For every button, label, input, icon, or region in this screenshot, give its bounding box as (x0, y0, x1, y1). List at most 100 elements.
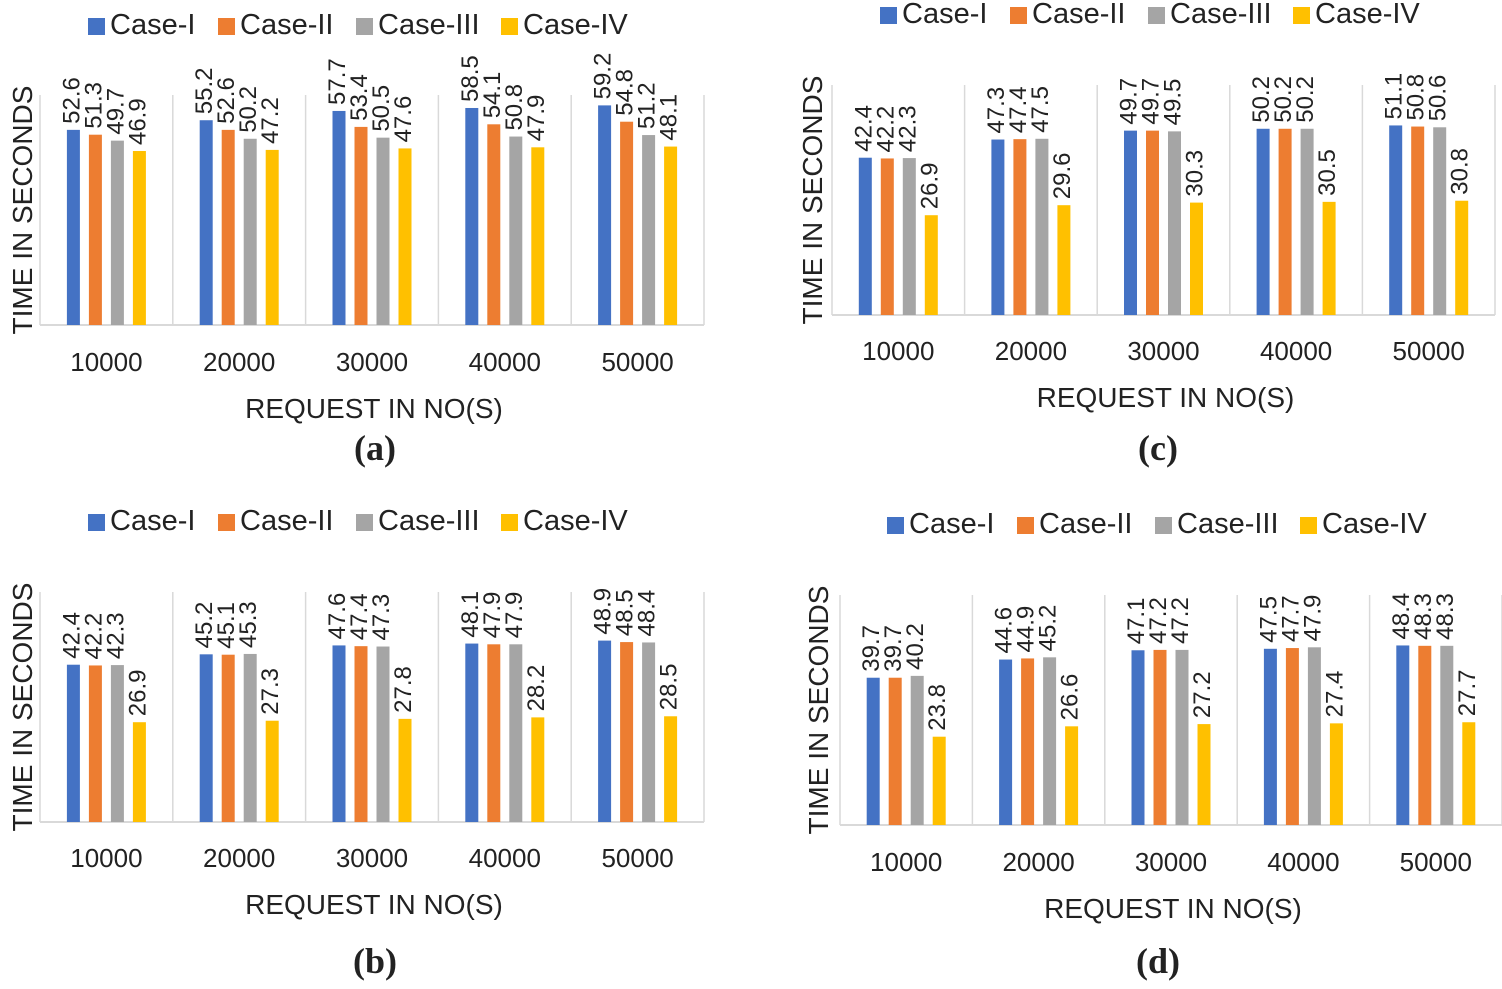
legend-label: Case-IV (523, 9, 628, 41)
category-label: 30000 (336, 347, 408, 377)
bar (1124, 130, 1137, 315)
data-label: 51.3 (80, 82, 107, 129)
legend: Case-I Case-II Case-III Case-IV (880, 0, 1420, 30)
bar (642, 642, 656, 822)
bar (1278, 128, 1292, 315)
category-label: 10000 (870, 847, 942, 877)
bar (598, 640, 612, 822)
data-label: 30.8 (1447, 148, 1474, 195)
data-label: 27.8 (390, 666, 417, 713)
bar (376, 646, 390, 822)
legend-swatch (1293, 7, 1310, 24)
legend-swatch (218, 514, 235, 531)
bar (1153, 649, 1167, 825)
legend-swatch (356, 514, 373, 531)
data-label: 48.3 (1410, 593, 1437, 640)
bar (1190, 202, 1203, 315)
data-label: 50.8 (1403, 74, 1430, 121)
data-label: 48.5 (612, 589, 639, 636)
data-label: 47.9 (523, 95, 550, 142)
legend-swatch (1155, 517, 1172, 534)
data-label: 28.5 (656, 664, 683, 711)
category-label: 30000 (1127, 336, 1199, 366)
bar (1263, 648, 1277, 825)
bar (398, 718, 412, 822)
bar (620, 642, 634, 822)
data-label: 47.5 (1027, 86, 1054, 133)
bar (880, 158, 894, 315)
data-label: 58.5 (457, 55, 484, 102)
x-axis-title: REQUEST IN NO(S) (245, 889, 503, 920)
data-label: 47.3 (983, 87, 1010, 134)
bar (1013, 139, 1027, 315)
data-label: 26.9 (916, 162, 943, 209)
bar (398, 148, 412, 325)
data-label: 47.2 (1167, 597, 1194, 644)
bar (1256, 128, 1270, 315)
bar (265, 149, 279, 325)
data-label: 27.7 (1454, 670, 1481, 717)
bar (1175, 649, 1189, 825)
bar (1065, 726, 1079, 825)
bar (1396, 645, 1410, 825)
legend-swatch (218, 18, 235, 35)
bar (509, 644, 523, 822)
bar (66, 129, 80, 325)
data-label: 57.7 (324, 58, 351, 105)
bar (332, 645, 346, 822)
category-label: 20000 (1002, 847, 1074, 877)
bar (1300, 128, 1314, 315)
legend-label: Case-IV (1322, 508, 1427, 540)
data-label: 26.9 (124, 669, 151, 716)
bar (1021, 658, 1035, 825)
bar (1462, 722, 1476, 825)
data-label: 47.5 (1255, 596, 1282, 643)
bar (858, 157, 872, 315)
legend-label: Case-II (240, 505, 333, 537)
x-axis-title: REQUEST IN NO(S) (245, 393, 503, 424)
legend-swatch (1010, 7, 1027, 24)
category-label: 30000 (1135, 847, 1207, 877)
data-label: 45.2 (1035, 605, 1062, 652)
bar (531, 717, 545, 822)
data-label: 47.6 (324, 593, 351, 640)
data-label: 44.6 (991, 607, 1018, 654)
data-label: 42.4 (850, 105, 877, 152)
data-label: 45.1 (213, 602, 240, 649)
legend-label: Case-III (1170, 0, 1272, 30)
data-label: 47.9 (1299, 595, 1326, 642)
data-label: 44.9 (1013, 606, 1040, 653)
panel-label: (b) (353, 941, 397, 981)
category-label: 20000 (203, 843, 275, 873)
data-label: 47.3 (368, 594, 395, 641)
bar (243, 138, 257, 325)
data-label: 47.4 (346, 593, 373, 640)
legend-swatch (880, 7, 897, 24)
legend-label: Case-III (378, 9, 480, 41)
bar (132, 722, 146, 822)
data-label: 48.9 (590, 588, 617, 635)
chart-panel-a: Case-I Case-II Case-III Case-IV52.651.349.7… (7, 9, 705, 468)
legend-label: Case-I (909, 508, 994, 540)
category-label: 40000 (469, 347, 541, 377)
legend: Case-I Case-II Case-III Case-IV (88, 505, 628, 537)
y-axis-title: TIME IN SECONDS (7, 86, 38, 335)
bar (88, 665, 102, 822)
bar (243, 653, 257, 822)
bar (354, 646, 368, 822)
category-label: 20000 (995, 336, 1067, 366)
y-axis-title: TIME IN SECONDS (797, 76, 828, 325)
bar (354, 126, 368, 325)
bar (999, 659, 1013, 825)
category-label: 10000 (70, 347, 142, 377)
legend-label: Case-IV (1315, 0, 1420, 30)
bar (620, 121, 634, 325)
legend-swatch (501, 514, 518, 531)
data-label: 50.5 (368, 85, 395, 132)
data-label: 48.1 (656, 94, 683, 141)
data-label: 42.2 (80, 613, 107, 660)
bar (332, 110, 346, 325)
data-label: 48.1 (457, 591, 484, 638)
legend-swatch (88, 514, 105, 531)
